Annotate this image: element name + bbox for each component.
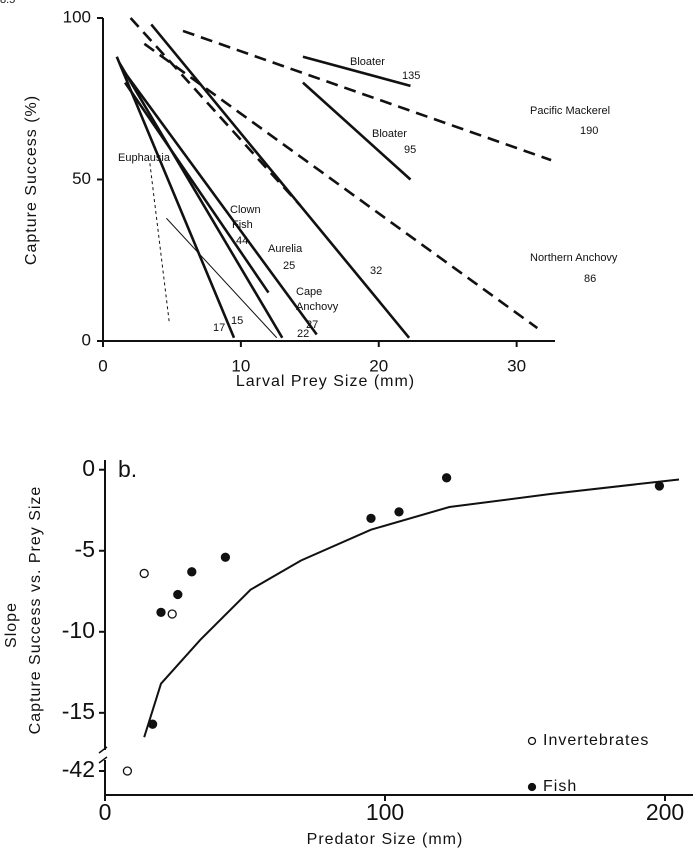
prey-size-line bbox=[129, 17, 302, 207]
prey-size-line bbox=[123, 81, 270, 294]
prey-size-line bbox=[115, 56, 236, 339]
legend-marker bbox=[527, 782, 537, 792]
x-axis-label: Larval Prey Size (mm) bbox=[236, 373, 415, 390]
prey-size-line bbox=[166, 217, 278, 339]
prey-size-line bbox=[302, 81, 412, 181]
size-label: 32 bbox=[370, 265, 382, 277]
data-point bbox=[654, 481, 665, 491]
size-label: 17 bbox=[213, 322, 225, 334]
species-label: Bloater bbox=[350, 56, 385, 68]
data-point bbox=[156, 607, 166, 617]
size-label: 22 bbox=[297, 328, 309, 340]
species-label: Clown bbox=[230, 204, 261, 216]
y-tick-label: -5 bbox=[75, 536, 95, 562]
species-label: Bloater bbox=[372, 128, 407, 140]
prey-size-line bbox=[149, 163, 170, 322]
legend-marker bbox=[527, 736, 537, 746]
data-point bbox=[220, 552, 231, 562]
x-axis-label: Predator Size (mm) bbox=[307, 831, 464, 848]
size-label: 27 bbox=[306, 319, 318, 331]
prey-size-line bbox=[143, 42, 539, 330]
x-tick-label: 20 bbox=[369, 356, 388, 375]
size-label: 190 bbox=[580, 125, 598, 137]
data-point bbox=[139, 568, 149, 579]
species-label: Cape bbox=[296, 286, 322, 298]
axis-break bbox=[98, 746, 108, 754]
data-point bbox=[366, 513, 376, 523]
x-tick-label: 0 bbox=[99, 799, 112, 825]
legend-label: Fish bbox=[543, 778, 577, 795]
size-label: 95 bbox=[404, 144, 416, 156]
species-label: Pacific Mackerel bbox=[530, 105, 610, 117]
data-point bbox=[122, 766, 133, 776]
data-point bbox=[167, 609, 177, 619]
prey-size-line bbox=[182, 29, 552, 162]
species-label: Anchovy bbox=[296, 301, 339, 313]
y-tick-label: 0 bbox=[82, 330, 91, 349]
prey-size-line bbox=[124, 72, 318, 336]
legend-label: Invertebrates bbox=[543, 732, 649, 749]
data-point bbox=[147, 719, 158, 729]
species-label: Northern Anchovy bbox=[530, 252, 618, 264]
data-point bbox=[394, 507, 404, 517]
y-tick-label: 0 bbox=[82, 455, 95, 481]
prey-size-line bbox=[150, 23, 411, 339]
size-label: 86 bbox=[584, 273, 596, 285]
x-tick-label: 200 bbox=[646, 799, 684, 825]
y-tick-label: -10 bbox=[62, 617, 95, 643]
axis-break bbox=[98, 756, 108, 764]
data-point bbox=[173, 589, 183, 600]
species-label: Euphausia bbox=[118, 152, 171, 164]
data-point bbox=[441, 473, 452, 483]
size-label: 135 bbox=[402, 70, 420, 82]
y-axis-label: Slope bbox=[3, 602, 20, 648]
y-tick-label: 50 bbox=[72, 169, 91, 188]
size-label: 44 bbox=[236, 235, 248, 247]
fit-curve bbox=[143, 478, 680, 738]
x-tick-label: 30 bbox=[507, 356, 526, 375]
panel-label: b. bbox=[118, 456, 137, 482]
data-point bbox=[187, 567, 197, 577]
size-label: 8.5 bbox=[0, 0, 15, 6]
y-axis-label: Capture Success vs. Prey Size bbox=[27, 486, 44, 735]
prey-size-line bbox=[118, 62, 284, 339]
y-tick-label: -15 bbox=[62, 698, 95, 724]
y-tick-label: -42 bbox=[62, 756, 95, 782]
x-tick-label: 100 bbox=[366, 799, 404, 825]
prey-size-line bbox=[302, 55, 411, 88]
y-tick-label: 100 bbox=[63, 7, 91, 26]
size-label: 25 bbox=[283, 260, 295, 272]
x-tick-label: 0 bbox=[98, 356, 107, 375]
species-label: Aurelia bbox=[268, 243, 303, 255]
x-tick-label: 10 bbox=[231, 356, 250, 375]
size-label: 15 bbox=[231, 315, 243, 327]
y-axis-label: Capture Success (%) bbox=[23, 95, 40, 265]
species-label: Fish bbox=[232, 219, 253, 231]
